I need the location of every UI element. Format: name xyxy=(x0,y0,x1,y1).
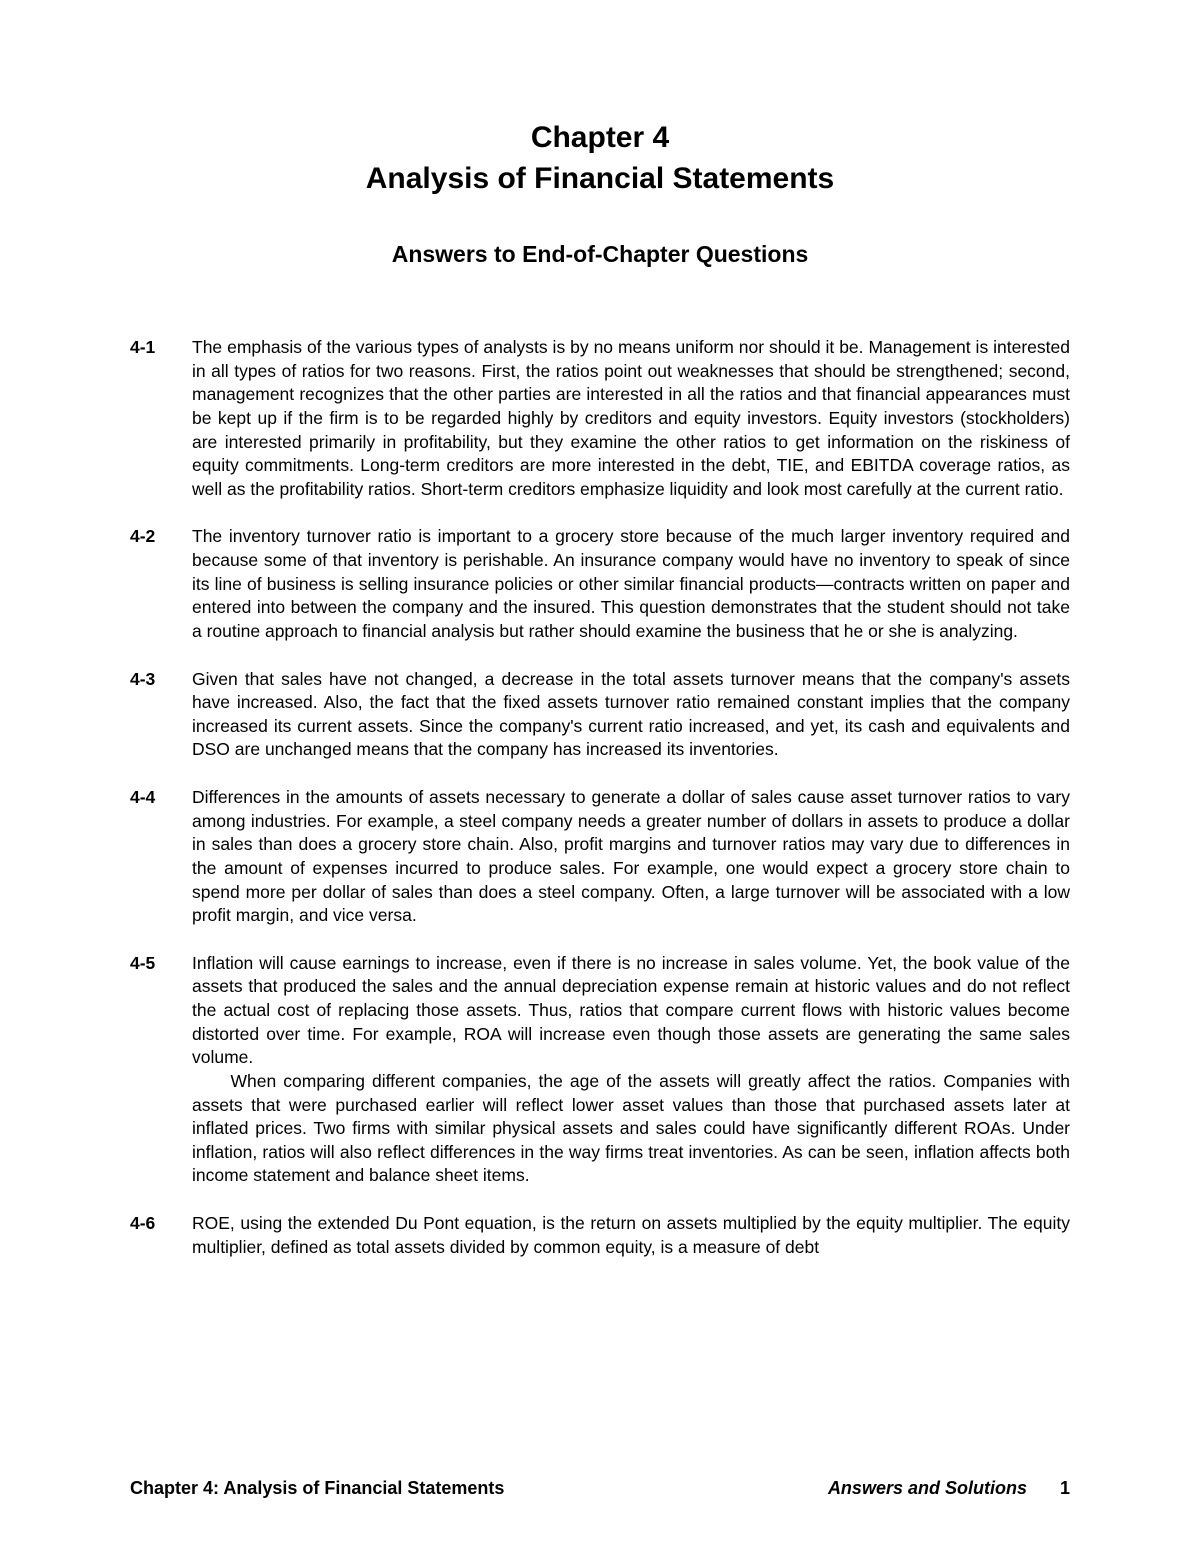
footer-section: Answers and Solutions xyxy=(828,1478,1027,1498)
qa-paragraph: Inflation will cause earnings to increas… xyxy=(192,952,1070,1070)
chapter-title: Analysis of Financial Statements xyxy=(130,159,1070,200)
qa-item: 4-1The emphasis of the various types of … xyxy=(130,336,1070,501)
qa-body: Differences in the amounts of assets nec… xyxy=(192,786,1070,928)
qa-label: 4-1 xyxy=(130,336,192,501)
qa-body: The emphasis of the various types of ana… xyxy=(192,336,1070,501)
qa-label: 4-3 xyxy=(130,668,192,763)
qa-paragraph: The emphasis of the various types of ana… xyxy=(192,336,1070,501)
qa-item: 4-2The inventory turnover ratio is impor… xyxy=(130,525,1070,643)
qa-body: Given that sales have not changed, a dec… xyxy=(192,668,1070,763)
qa-paragraph: Given that sales have not changed, a dec… xyxy=(192,668,1070,763)
qa-item: 4-5Inflation will cause earnings to incr… xyxy=(130,952,1070,1188)
document-page: Chapter 4 Analysis of Financial Statemen… xyxy=(0,0,1200,1343)
qa-body: ROE, using the extended Du Pont equation… xyxy=(192,1212,1070,1259)
qa-item: 4-6ROE, using the extended Du Pont equat… xyxy=(130,1212,1070,1259)
qa-paragraph: ROE, using the extended Du Pont equation… xyxy=(192,1212,1070,1259)
qa-paragraph: The inventory turnover ratio is importan… xyxy=(192,525,1070,643)
chapter-number: Chapter 4 xyxy=(130,118,1070,159)
qa-body: Inflation will cause earnings to increas… xyxy=(192,952,1070,1188)
footer-right: Answers and Solutions 1 xyxy=(828,1478,1070,1499)
qa-label: 4-6 xyxy=(130,1212,192,1259)
qa-item: 4-3Given that sales have not changed, a … xyxy=(130,668,1070,763)
qa-item: 4-4Differences in the amounts of assets … xyxy=(130,786,1070,928)
qa-list: 4-1The emphasis of the various types of … xyxy=(130,336,1070,1259)
qa-paragraph: When comparing different companies, the … xyxy=(192,1070,1070,1188)
page-footer: Chapter 4: Analysis of Financial Stateme… xyxy=(130,1478,1070,1499)
qa-label: 4-2 xyxy=(130,525,192,643)
footer-left: Chapter 4: Analysis of Financial Stateme… xyxy=(130,1478,504,1499)
qa-body: The inventory turnover ratio is importan… xyxy=(192,525,1070,643)
section-heading: Answers to End-of-Chapter Questions xyxy=(130,241,1070,268)
qa-label: 4-4 xyxy=(130,786,192,928)
qa-paragraph: Differences in the amounts of assets nec… xyxy=(192,786,1070,928)
chapter-heading: Chapter 4 Analysis of Financial Statemen… xyxy=(130,118,1070,199)
qa-label: 4-5 xyxy=(130,952,192,1188)
footer-page-number: 1 xyxy=(1060,1478,1070,1498)
